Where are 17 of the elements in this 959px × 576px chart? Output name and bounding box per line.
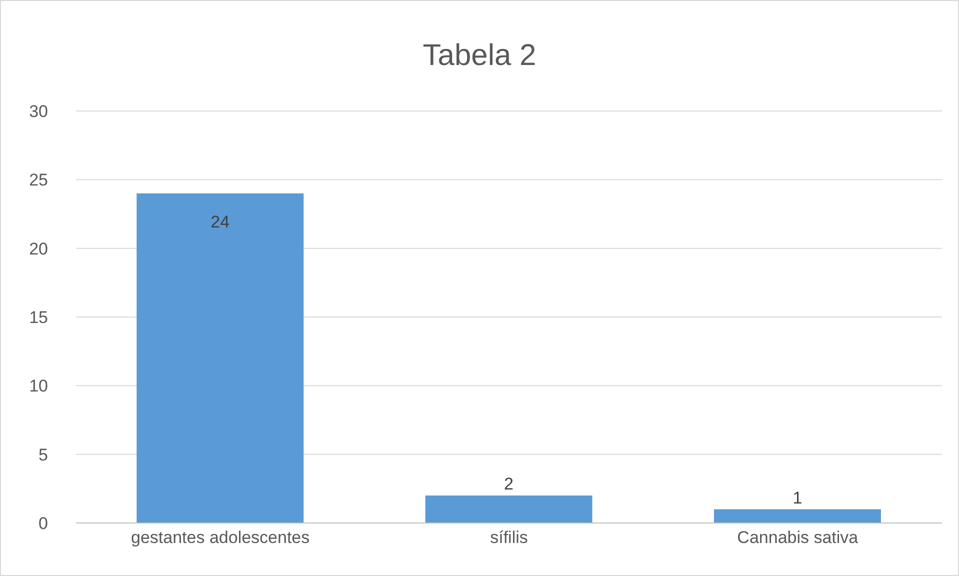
y-tick-label: 15 <box>29 308 48 328</box>
bar <box>136 193 304 523</box>
y-tick-label: 20 <box>29 239 48 258</box>
bar <box>425 496 592 523</box>
y-tick-label: 25 <box>29 170 48 190</box>
data-label: 1 <box>792 488 802 508</box>
bar <box>714 509 881 523</box>
y-tick-label: 30 <box>29 102 48 122</box>
x-tick-label: gestantes adolescentes <box>131 528 310 548</box>
data-label: 2 <box>504 474 514 494</box>
y-tick-label: 10 <box>29 376 48 396</box>
data-label: 24 <box>210 212 230 232</box>
x-tick-label: Cannabis sativa <box>737 528 859 548</box>
x-tick-label: sífilis <box>490 528 528 548</box>
y-tick-label: 0 <box>38 514 48 534</box>
chart-title: Tabela 2 <box>422 39 538 73</box>
y-tick-label: 5 <box>38 445 48 464</box>
